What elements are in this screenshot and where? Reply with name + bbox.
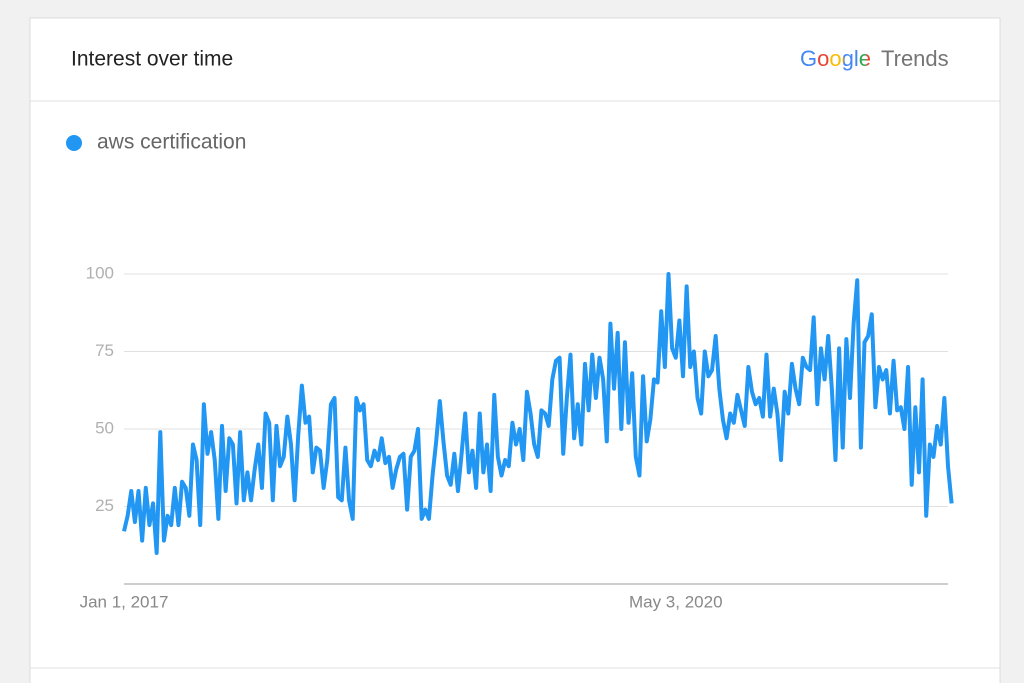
y-tick-label: 100 (86, 263, 114, 282)
logo-trends: Trends (881, 46, 949, 71)
card (29, 17, 1001, 683)
trend-line (122, 272, 954, 555)
y-tick-label: 50 (95, 418, 114, 437)
logo-google: Google (800, 46, 871, 71)
x-tick-label: Jan 1, 2017 (80, 592, 169, 611)
x-tick-label: May 3, 2020 (629, 592, 723, 611)
y-tick-label: 25 (95, 496, 114, 515)
chart: aws certification 25 50 75 100 Jan 1, 2017 May… (66, 131, 954, 611)
legend-label: aws certification (97, 131, 246, 154)
card-title: Interest over time (71, 48, 233, 71)
legend-marker (66, 135, 82, 151)
y-tick-label: 75 (95, 341, 114, 360)
